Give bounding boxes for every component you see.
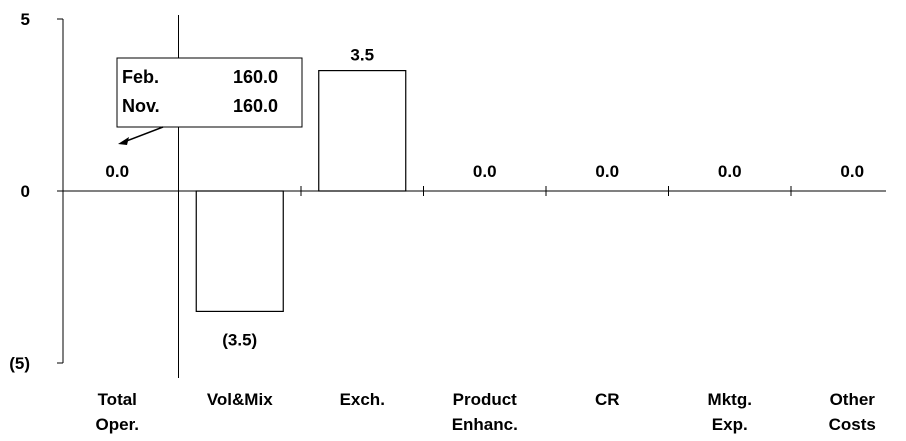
data-label: 0.0 xyxy=(105,162,129,181)
bars xyxy=(195,69,407,313)
category-label: Enhanc. xyxy=(452,415,518,434)
y-tick-label: 0 xyxy=(21,182,30,201)
y-tick-label: 5 xyxy=(21,10,30,29)
data-label: (3.5) xyxy=(222,330,257,349)
category-label: Other xyxy=(830,390,876,409)
data-label: 0.0 xyxy=(473,162,497,181)
category-label: Exp. xyxy=(712,415,748,434)
category-label: Oper. xyxy=(96,415,139,434)
category-label: Costs xyxy=(829,415,876,434)
data-label: 0.0 xyxy=(840,162,864,181)
category-label: Vol&Mix xyxy=(207,390,273,409)
category-label: Mktg. xyxy=(708,390,752,409)
callout-arrow-line xyxy=(123,126,164,143)
data-labels: 0.0 (3.5) 3.5 0.0 0.0 0.0 0.0 xyxy=(105,46,864,350)
category-label: Total xyxy=(98,390,137,409)
callout-row-2-value: 160.0 xyxy=(233,96,278,116)
callout: Feb. 160.0 Nov. 160.0 xyxy=(116,57,303,145)
category-labels: Total Oper. Vol&Mix Exch. Product Enhanc. CR Mk… xyxy=(96,390,876,434)
callout-arrowhead xyxy=(118,137,129,145)
callout-row-1-value: 160.0 xyxy=(233,67,278,87)
category-label: CR xyxy=(595,390,620,409)
data-label: 0.0 xyxy=(718,162,742,181)
data-label: 3.5 xyxy=(350,46,374,65)
bar xyxy=(195,190,284,313)
category-label: Exch. xyxy=(340,390,385,409)
category-label: Product xyxy=(453,390,518,409)
bar xyxy=(318,69,407,192)
callout-row-1-label: Feb. xyxy=(122,67,159,87)
y-tick-label: (5) xyxy=(9,354,30,373)
callout-box xyxy=(116,57,303,128)
callout-row-2-label: Nov. xyxy=(122,96,160,116)
data-label: 0.0 xyxy=(595,162,619,181)
